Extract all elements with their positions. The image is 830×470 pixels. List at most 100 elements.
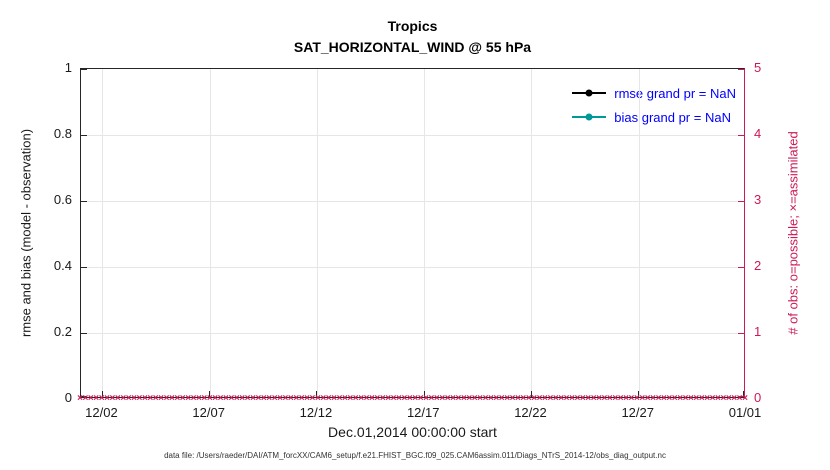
- obs-assimilated-x-marker: ×: [152, 392, 159, 404]
- obs-assimilated-x-marker: ×: [612, 392, 619, 404]
- y-tick-label-left: 1: [64, 60, 72, 75]
- obs-assimilated-x-marker: ×: [606, 392, 613, 404]
- obs-assimilated-x-marker: ×: [515, 392, 521, 404]
- gridline-vertical: [209, 69, 211, 397]
- obs-assimilated-x-marker: ×: [239, 392, 246, 404]
- obs-assimilated-x-marker: ×: [255, 392, 262, 404]
- obs-assimilated-x-marker: ×: [147, 392, 154, 404]
- y-tick-label-right: 3: [754, 192, 762, 207]
- obs-assimilated-x-marker: ×: [82, 392, 89, 404]
- legend-item-bias: bias grand pr = NaN: [572, 105, 736, 129]
- obs-assimilated-x-marker: ×: [531, 392, 538, 404]
- obs-assimilated-x-marker: ×: [682, 392, 689, 404]
- obs-assimilated-x-marker: ×: [536, 392, 543, 404]
- obs-assimilated-x-marker: ×: [655, 392, 662, 404]
- obs-assimilated-x-marker: ×: [266, 392, 273, 404]
- obs-assimilated-x-marker: ×: [314, 392, 321, 404]
- obs-assimilated-x-marker: ×: [363, 392, 370, 404]
- obs-assimilated-x-marker: ×: [196, 392, 202, 404]
- y-tick-mark-left: [81, 135, 87, 136]
- obs-assimilated-x-marker: ×: [725, 392, 732, 404]
- obs-assimilated-x-marker: ×: [228, 392, 235, 404]
- obs-assimilated-x-marker: ×: [120, 392, 127, 404]
- x-tick-label: 12/17: [406, 405, 440, 420]
- x-tick-mark: [530, 391, 532, 397]
- obs-assimilated-x-marker: ×: [163, 392, 170, 404]
- gridline-horizontal: [81, 333, 744, 334]
- obs-assimilated-x-marker: ×: [471, 392, 478, 404]
- y-tick-mark-left: [81, 396, 87, 397]
- y-tick-label-left: 0.4: [53, 258, 72, 273]
- obs-assimilated-x-marker: ×: [320, 392, 327, 404]
- obs-assimilated-x-marker: ×: [736, 392, 743, 404]
- y-tick-mark-left: [81, 333, 87, 334]
- obs-assimilated-x-marker: ×: [336, 392, 343, 404]
- obs-assimilated-x-marker: ×: [396, 392, 402, 404]
- obs-assimilated-x-marker: ×: [212, 392, 219, 404]
- obs-assimilated-x-marker: ×: [601, 392, 608, 404]
- obs-assimilated-x-marker: ×: [304, 392, 310, 404]
- x-tick-label: 12/22: [514, 405, 547, 420]
- obs-assimilated-x-marker: ×: [352, 392, 359, 404]
- obs-assimilated-x-marker: ×: [504, 392, 511, 404]
- obs-assimilated-x-marker: ×: [87, 392, 94, 404]
- obs-assimilated-x-marker: ×: [282, 392, 289, 404]
- obs-assimilated-x-marker: ×: [742, 392, 748, 404]
- y-tick-mark-right: [738, 135, 744, 136]
- obs-assimilated-x-marker: ×: [623, 392, 629, 404]
- obs-assimilated-x-marker: ×: [444, 392, 451, 404]
- y-tick-label-right: 2: [754, 258, 762, 273]
- gridline-horizontal: [81, 135, 744, 136]
- obs-assimilated-x-marker: ×: [460, 392, 467, 404]
- obs-assimilated-x-marker: ×: [644, 392, 651, 404]
- bias-line-sample: [572, 113, 607, 121]
- x-tick-mark: [209, 391, 211, 397]
- obs-assimilated-x-marker: ×: [585, 392, 592, 404]
- obs-assimilated-x-marker: ×: [731, 392, 738, 404]
- gridline-vertical: [102, 69, 104, 397]
- x-tick-label: 12/27: [621, 405, 654, 420]
- obs-assimilated-x-marker: ×: [639, 392, 646, 404]
- obs-assimilated-x-marker: ×: [125, 392, 132, 404]
- obs-assimilated-x-marker: ×: [450, 392, 456, 404]
- legend-label-rmse: rmse grand pr = NaN: [614, 85, 736, 101]
- obs-assimilated-x-marker: ×: [347, 392, 354, 404]
- obs-assimilated-x-marker: ×: [498, 392, 505, 404]
- x-tick-label: 12/07: [192, 405, 225, 420]
- gridline-vertical: [531, 69, 533, 397]
- obs-assimilated-x-marker: ×: [131, 392, 137, 404]
- data-file-footer: data file: /Users/raeder/DAI/ATM_forcXX/…: [164, 451, 666, 460]
- y-tick-label-right: 4: [754, 126, 762, 141]
- obs-assimilated-x-marker: ×: [433, 392, 440, 404]
- obs-assimilated-x-marker: ×: [525, 392, 532, 404]
- obs-assimilated-x-marker: ×: [244, 392, 251, 404]
- obs-assimilated-x-marker: ×: [482, 392, 489, 404]
- obs-assimilated-x-marker: ×: [574, 392, 581, 404]
- gridline-horizontal: [81, 201, 744, 202]
- obs-assimilated-x-marker: ×: [158, 392, 165, 404]
- obs-assimilated-x-marker: ×: [579, 392, 586, 404]
- y-tick-mark-left: [81, 201, 87, 202]
- obs-assimilated-x-marker: ×: [552, 392, 559, 404]
- y-tick-mark-right: [738, 201, 744, 202]
- obs-assimilated-x-marker: ×: [298, 392, 305, 404]
- x-tick-mark: [316, 391, 318, 397]
- obs-assimilated-x-marker: ×: [547, 392, 554, 404]
- obs-assimilated-x-marker: ×: [260, 392, 267, 404]
- y-tick-label-left: 0.2: [53, 324, 72, 339]
- y-tick-label-right: 0: [754, 390, 762, 405]
- y-tick-mark-left: [81, 267, 87, 268]
- obs-assimilated-x-marker: ×: [104, 392, 110, 404]
- obs-assimilated-x-marker: ×: [217, 392, 224, 404]
- obs-assimilated-x-marker: ×: [114, 392, 121, 404]
- obs-assimilated-x-marker: ×: [309, 392, 316, 404]
- gridline-horizontal: [81, 267, 744, 268]
- obs-assimilated-x-marker: ×: [628, 392, 635, 404]
- obs-assimilated-x-marker: ×: [509, 392, 516, 404]
- legend-label-bias: bias grand pr = NaN: [614, 109, 731, 125]
- obs-assimilated-x-marker: ×: [369, 392, 375, 404]
- chart-title-region: Tropics: [387, 18, 438, 34]
- obs-assimilated-x-marker: ×: [223, 392, 229, 404]
- x-axis-label: Dec.01,2014 00:00:00 start: [328, 424, 497, 440]
- y-tick-label-right: 5: [754, 60, 762, 75]
